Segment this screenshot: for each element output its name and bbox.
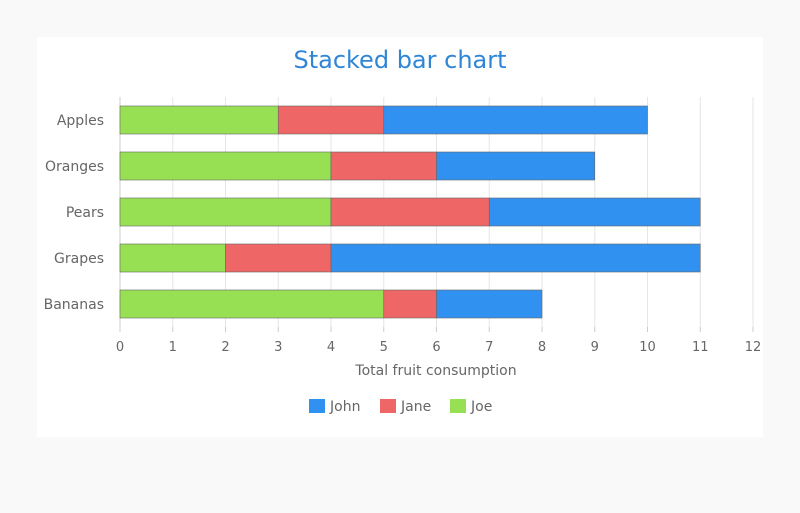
chart-title: Stacked bar chart	[293, 46, 506, 74]
x-tick-label: 10	[639, 340, 656, 355]
legend: John Jane Joe	[309, 399, 492, 415]
bar-segment-joe	[120, 106, 278, 134]
x-tick-label: 11	[692, 340, 709, 355]
bars	[120, 106, 700, 318]
legend-label-john: John	[329, 399, 360, 415]
x-tick-label: 8	[538, 340, 546, 355]
x-tick-label: 0	[116, 340, 124, 355]
x-axis-label: Total fruit consumption	[354, 363, 516, 379]
legend-swatch-john	[309, 399, 325, 413]
category-label: Grapes	[54, 251, 104, 267]
category-label: Oranges	[45, 159, 104, 175]
bar-segment-jane	[331, 152, 437, 180]
x-tick-label: 2	[221, 340, 229, 355]
bar-segment-jane	[226, 244, 332, 272]
bar-segment-joe	[120, 198, 331, 226]
category-label: Pears	[66, 205, 104, 221]
bar-segment-john	[437, 290, 543, 318]
x-tick-label: 7	[485, 340, 493, 355]
bar-segment-john	[384, 106, 648, 134]
legend-swatch-jane	[380, 399, 396, 413]
x-tick-label: 12	[745, 340, 762, 355]
bar-segment-joe	[120, 244, 226, 272]
legend-swatch-joe	[450, 399, 466, 413]
category-label: Apples	[57, 113, 104, 129]
bar-segment-jane	[384, 290, 437, 318]
x-tick-label: 1	[169, 340, 177, 355]
bar-segment-john	[437, 152, 595, 180]
category-label: Bananas	[44, 297, 104, 313]
x-tick-label: 4	[327, 340, 335, 355]
bar-segment-joe	[120, 152, 331, 180]
x-tick-label: 6	[432, 340, 440, 355]
x-tick-label: 5	[380, 340, 388, 355]
legend-label-jane: Jane	[400, 399, 431, 415]
x-axis-ticks: 0 1 2 3 4 5 6 7 8 9 10 11 12	[116, 340, 761, 355]
x-tick-label: 9	[591, 340, 599, 355]
bar-segment-john	[489, 198, 700, 226]
bar-segment-jane	[331, 198, 489, 226]
legend-label-joe: Joe	[470, 399, 492, 415]
stacked-bar-chart: Stacked bar chart Apples Oranges Pears Grap…	[37, 37, 763, 437]
x-tick-label: 3	[274, 340, 282, 355]
bar-segment-john	[331, 244, 700, 272]
bar-segment-jane	[278, 106, 384, 134]
bar-segment-joe	[120, 290, 384, 318]
category-labels: Apples Oranges Pears Grapes Bananas	[44, 113, 104, 313]
chart-card: Stacked bar chart Apples Oranges Pears Grap…	[37, 37, 763, 437]
